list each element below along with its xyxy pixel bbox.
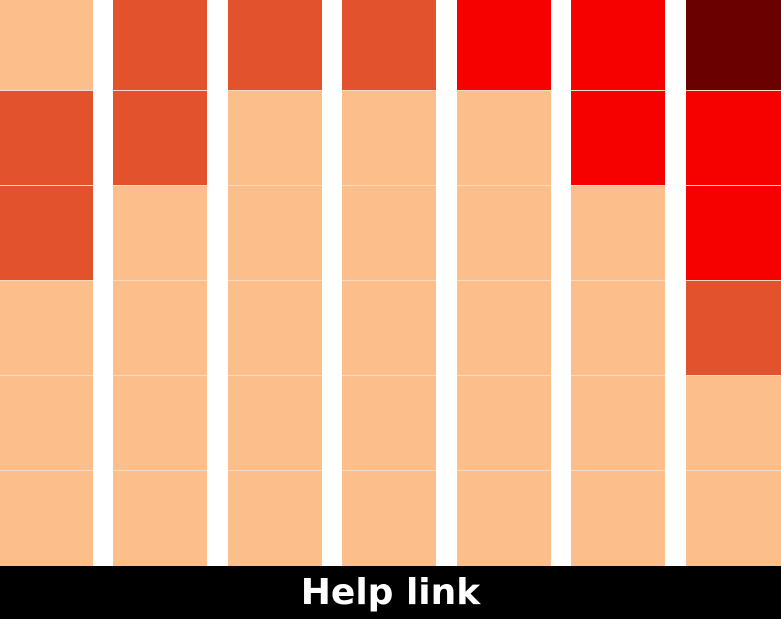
grid-cell: [342, 376, 436, 471]
grid-cell: [457, 91, 551, 186]
grid-column-5: [457, 0, 551, 566]
grid-cell: [0, 281, 93, 376]
grid-cell: [228, 376, 322, 471]
grid-cell: [457, 186, 551, 281]
grid-cell: [228, 91, 322, 186]
grid-cell: [342, 471, 436, 566]
grid-column-2: [113, 0, 207, 566]
grid-cell: [113, 91, 207, 186]
grid-cell: [571, 0, 665, 91]
grid-cell: [0, 186, 93, 281]
grid-cell: [571, 471, 665, 566]
grid-cell: [228, 186, 322, 281]
help-link[interactable]: Help link: [300, 571, 481, 613]
grid-column-1: [0, 0, 93, 566]
grid-cell: [228, 0, 322, 91]
grid-cell: [571, 281, 665, 376]
grid-cell: [457, 471, 551, 566]
grid-cell: [686, 186, 781, 281]
grid-cell: [113, 471, 207, 566]
grid-cell: [0, 376, 93, 471]
grid-cell: [228, 471, 322, 566]
grid-cell: [686, 281, 781, 376]
grid-cell: [0, 0, 93, 91]
grid-cell: [457, 281, 551, 376]
grid-cell: [113, 0, 207, 91]
grid-cell: [113, 186, 207, 281]
grid-cell: [686, 91, 781, 186]
grid-cell: [342, 0, 436, 91]
grid-cell: [113, 376, 207, 471]
color-grid: [0, 0, 781, 566]
grid-cell: [0, 471, 93, 566]
grid-column-6: [571, 0, 665, 566]
grid-cell: [228, 281, 322, 376]
grid-cell: [686, 471, 781, 566]
grid-cell: [342, 91, 436, 186]
grid-cell: [571, 376, 665, 471]
grid-cell: [686, 376, 781, 471]
grid-column-4: [342, 0, 436, 566]
grid-column-7: [686, 0, 781, 566]
grid-column-3: [228, 0, 322, 566]
grid-cell: [571, 186, 665, 281]
grid-cell: [571, 91, 665, 186]
grid-cell: [457, 376, 551, 471]
footer-bar: Help link: [0, 566, 781, 619]
grid-cell: [113, 281, 207, 376]
grid-cell: [342, 281, 436, 376]
grid-cell: [0, 91, 93, 186]
grid-cell: [457, 0, 551, 91]
grid-cell: [686, 0, 781, 91]
grid-cell: [342, 186, 436, 281]
